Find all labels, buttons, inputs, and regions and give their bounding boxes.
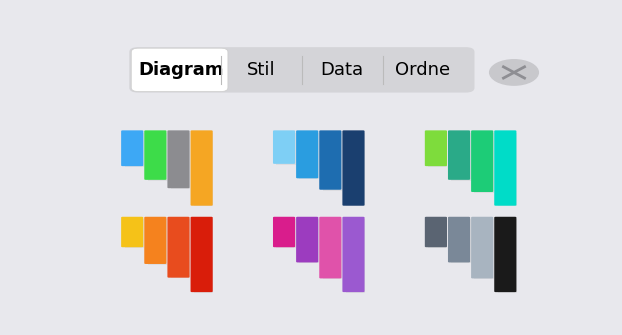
FancyBboxPatch shape xyxy=(319,217,341,278)
FancyBboxPatch shape xyxy=(448,130,470,180)
FancyBboxPatch shape xyxy=(428,133,447,167)
FancyBboxPatch shape xyxy=(448,217,470,262)
FancyBboxPatch shape xyxy=(498,219,517,293)
FancyBboxPatch shape xyxy=(475,133,494,193)
FancyBboxPatch shape xyxy=(167,130,190,188)
FancyBboxPatch shape xyxy=(144,217,167,264)
FancyBboxPatch shape xyxy=(300,133,319,179)
FancyBboxPatch shape xyxy=(144,130,167,180)
FancyBboxPatch shape xyxy=(452,133,471,181)
FancyBboxPatch shape xyxy=(276,219,295,248)
FancyBboxPatch shape xyxy=(342,130,364,206)
FancyBboxPatch shape xyxy=(425,130,447,166)
FancyBboxPatch shape xyxy=(471,130,493,192)
FancyBboxPatch shape xyxy=(319,130,341,190)
FancyBboxPatch shape xyxy=(323,133,342,191)
FancyBboxPatch shape xyxy=(498,133,517,206)
FancyBboxPatch shape xyxy=(167,217,190,278)
FancyBboxPatch shape xyxy=(471,217,493,278)
FancyBboxPatch shape xyxy=(428,219,447,248)
FancyBboxPatch shape xyxy=(296,130,318,178)
Text: Ordne: Ordne xyxy=(396,61,450,79)
FancyBboxPatch shape xyxy=(171,133,190,189)
Text: Stil: Stil xyxy=(247,61,276,79)
Text: Diagram: Diagram xyxy=(138,61,223,79)
FancyBboxPatch shape xyxy=(131,48,228,91)
FancyBboxPatch shape xyxy=(475,219,494,279)
FancyBboxPatch shape xyxy=(342,217,364,292)
FancyBboxPatch shape xyxy=(346,219,365,293)
FancyBboxPatch shape xyxy=(147,133,167,181)
FancyBboxPatch shape xyxy=(452,219,471,263)
FancyBboxPatch shape xyxy=(194,133,213,206)
FancyBboxPatch shape xyxy=(121,217,143,247)
FancyBboxPatch shape xyxy=(124,133,144,167)
FancyBboxPatch shape xyxy=(296,217,318,262)
FancyBboxPatch shape xyxy=(276,133,295,164)
FancyBboxPatch shape xyxy=(494,130,516,206)
FancyBboxPatch shape xyxy=(425,217,447,247)
FancyBboxPatch shape xyxy=(129,47,475,92)
FancyBboxPatch shape xyxy=(273,130,295,164)
FancyBboxPatch shape xyxy=(323,219,342,279)
Circle shape xyxy=(489,59,539,86)
Text: Data: Data xyxy=(321,61,364,79)
FancyBboxPatch shape xyxy=(346,133,365,206)
FancyBboxPatch shape xyxy=(190,217,213,292)
FancyBboxPatch shape xyxy=(194,219,213,293)
FancyBboxPatch shape xyxy=(273,217,295,247)
FancyBboxPatch shape xyxy=(190,130,213,206)
FancyBboxPatch shape xyxy=(171,219,190,278)
FancyBboxPatch shape xyxy=(124,219,144,248)
FancyBboxPatch shape xyxy=(494,217,516,292)
FancyBboxPatch shape xyxy=(300,219,319,263)
FancyBboxPatch shape xyxy=(121,130,143,166)
FancyBboxPatch shape xyxy=(147,219,167,265)
